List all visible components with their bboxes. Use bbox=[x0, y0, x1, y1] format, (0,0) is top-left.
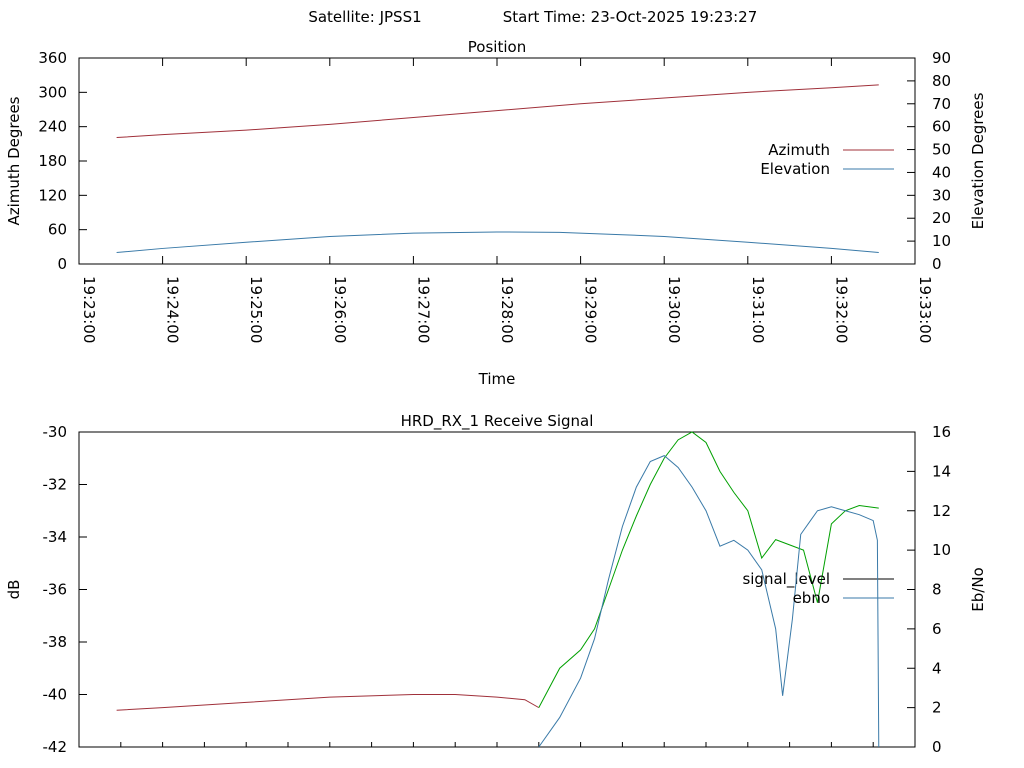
c1-series-1-line bbox=[538, 455, 880, 748]
c0-ytick-label-6: 360 bbox=[38, 49, 67, 67]
c0-legend-label-0: Azimuth bbox=[768, 141, 830, 159]
c0-xtick-label-3: 19:26:00 bbox=[331, 276, 349, 343]
c1-y2tick-label-2: 4 bbox=[932, 659, 942, 677]
c1-title: HRD_RX_1 Receive Signal bbox=[401, 412, 594, 431]
c1-ytick-label-1: -40 bbox=[43, 686, 68, 704]
c0-ytick-label-5: 300 bbox=[38, 83, 67, 101]
c0-ytick-label-4: 240 bbox=[38, 118, 67, 136]
c1-ytick-label-0: -42 bbox=[43, 738, 68, 756]
c0-y2tick-label-6: 60 bbox=[932, 118, 951, 136]
c0-ylabel: Azimuth Degrees bbox=[5, 96, 23, 225]
c1-y2tick-label-0: 0 bbox=[932, 738, 942, 756]
c0-y2tick-label-5: 50 bbox=[932, 141, 951, 159]
c0-y2label: Elevation Degrees bbox=[969, 92, 987, 229]
c1-ytick-label-4: -34 bbox=[43, 528, 68, 546]
c1-ytick-label-5: -32 bbox=[43, 476, 68, 494]
c0-y2tick-label-7: 70 bbox=[932, 95, 951, 113]
c0-ytick-label-1: 60 bbox=[48, 221, 67, 239]
c0-xtick-label-5: 19:28:00 bbox=[498, 276, 516, 343]
c1-ytick-label-6: -30 bbox=[43, 423, 68, 441]
c1-y2tick-label-1: 2 bbox=[932, 699, 942, 717]
c0-y2tick-label-4: 40 bbox=[932, 163, 951, 181]
c0-xlabel: Time bbox=[478, 370, 516, 388]
c0-xtick-label-4: 19:27:00 bbox=[414, 276, 432, 343]
c0-ytick-label-0: 0 bbox=[57, 255, 67, 273]
c1-y2tick-label-8: 16 bbox=[932, 423, 951, 441]
figure-header-satellite: Satellite: JPSS1 bbox=[308, 8, 421, 26]
c0-title: Position bbox=[468, 38, 526, 56]
c0-xtick-label-1: 19:24:00 bbox=[164, 276, 182, 343]
c0-legend-label-1: Elevation bbox=[760, 160, 830, 178]
c0-y2tick-label-1: 10 bbox=[932, 232, 951, 250]
c1-plot-frame bbox=[78, 431, 916, 748]
c0-xtick-label-2: 19:25:00 bbox=[247, 276, 265, 343]
c0-series-0-line bbox=[116, 84, 879, 139]
c0-ytick-label-2: 120 bbox=[38, 186, 67, 204]
c1-series-0-line-b bbox=[538, 431, 879, 708]
c0-xtick-label-6: 19:29:00 bbox=[582, 276, 600, 343]
receive-signal-chart: HRD_RX_1 Receive Signal -42 -40 -38 -36 -34 -3… bbox=[5, 412, 987, 756]
c0-y2tick-label-0: 0 bbox=[932, 255, 942, 273]
c1-y2tick-label-3: 6 bbox=[932, 620, 942, 638]
c0-xtick-label-8: 19:31:00 bbox=[749, 276, 767, 343]
c0-xtick-label-0: 19:23:00 bbox=[80, 276, 98, 343]
c1-y2tick-label-5: 10 bbox=[932, 541, 951, 559]
c1-ytick-label-2: -38 bbox=[43, 633, 68, 651]
c1-y2tick-label-6: 12 bbox=[932, 502, 951, 520]
c1-legend-label-0: signal_level bbox=[742, 570, 830, 589]
c1-ylabel: dB bbox=[5, 580, 23, 600]
position-chart: Position 0 60 120 180 240 300 360 0 10 20 30 40 50 60 7… bbox=[5, 38, 987, 388]
c1-legend-label-1: ebno bbox=[793, 589, 830, 607]
c1-y2tick-label-7: 14 bbox=[932, 462, 951, 480]
c0-series-1-line bbox=[116, 231, 879, 254]
c0-y2tick-label-8: 80 bbox=[932, 72, 951, 90]
c1-ytick-label-3: -36 bbox=[43, 581, 68, 599]
figure-header-start-time: Start Time: 23-Oct-2025 19:23:27 bbox=[503, 8, 758, 26]
c0-y2tick-label-2: 20 bbox=[932, 209, 951, 227]
c0-ytick-label-3: 180 bbox=[38, 152, 67, 170]
c0-y2tick-label-9: 90 bbox=[932, 49, 951, 67]
c0-y2tick-label-3: 30 bbox=[932, 186, 951, 204]
c0-xtick-label-10: 19:33:00 bbox=[916, 276, 934, 343]
c1-series-0-line-a bbox=[116, 694, 540, 711]
c0-xtick-label-7: 19:30:00 bbox=[665, 276, 683, 343]
c1-y2tick-label-4: 8 bbox=[932, 581, 942, 599]
c1-y2label: Eb/No bbox=[969, 567, 987, 611]
c0-xtick-label-9: 19:32:00 bbox=[832, 276, 850, 343]
